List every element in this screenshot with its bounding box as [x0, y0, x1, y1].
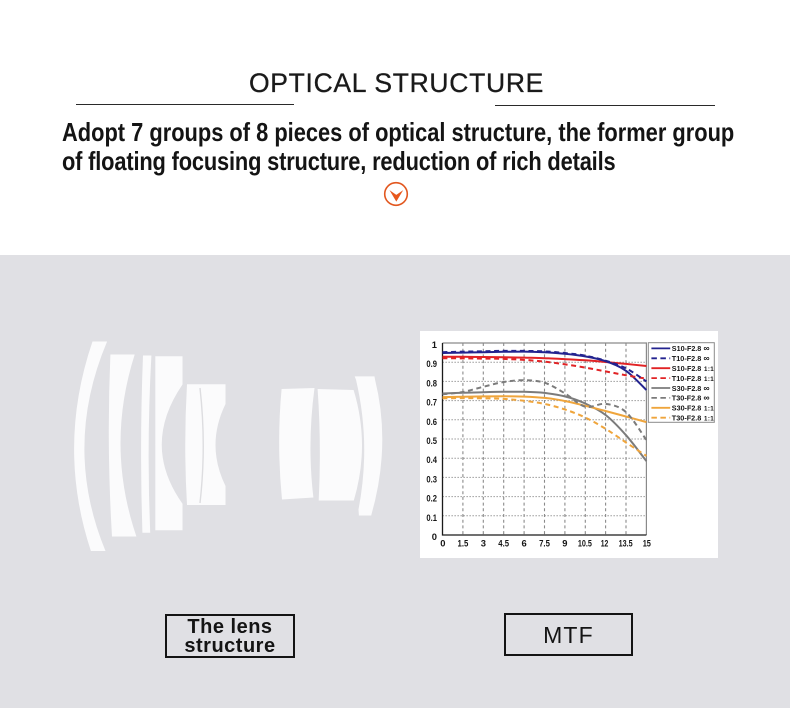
- svg-text:0.7: 0.7: [426, 397, 437, 408]
- svg-text:S30-F2.8: S30-F2.8: [672, 404, 702, 413]
- svg-text:T10-F2.8: T10-F2.8: [672, 354, 702, 363]
- svg-text:S10-F2.8: S10-F2.8: [672, 364, 702, 373]
- svg-text:0.8: 0.8: [426, 377, 437, 388]
- svg-text:S30-F2.8: S30-F2.8: [672, 384, 702, 393]
- svg-text:7.5: 7.5: [539, 538, 550, 549]
- svg-text:1:1: 1:1: [704, 366, 714, 373]
- svg-text:6: 6: [521, 538, 526, 549]
- svg-text:T30-F2.8: T30-F2.8: [672, 414, 702, 423]
- svg-text:0.9: 0.9: [426, 358, 437, 369]
- svg-text:0.1: 0.1: [426, 512, 437, 523]
- svg-text:∞: ∞: [704, 383, 710, 393]
- svg-text:S10-F2.8: S10-F2.8: [672, 344, 702, 353]
- svg-text:0.5: 0.5: [426, 435, 437, 446]
- svg-text:9: 9: [562, 538, 567, 549]
- svg-text:12: 12: [601, 538, 609, 549]
- svg-text:1:1: 1:1: [704, 406, 714, 413]
- svg-text:10.5: 10.5: [578, 538, 592, 549]
- svg-text:0: 0: [440, 538, 445, 549]
- svg-text:1.5: 1.5: [458, 538, 469, 549]
- svg-text:T30-F2.8: T30-F2.8: [672, 394, 702, 403]
- svg-text:4.5: 4.5: [498, 538, 509, 549]
- svg-text:0.3: 0.3: [426, 473, 437, 484]
- svg-text:∞: ∞: [704, 353, 710, 363]
- svg-text:0.2: 0.2: [426, 493, 437, 504]
- svg-text:3: 3: [481, 538, 486, 549]
- svg-text:∞: ∞: [704, 393, 710, 403]
- svg-text:1:1: 1:1: [704, 376, 714, 383]
- svg-text:15: 15: [643, 538, 651, 549]
- svg-text:13.5: 13.5: [619, 538, 633, 549]
- svg-text:0.4: 0.4: [426, 454, 437, 465]
- svg-text:∞: ∞: [704, 343, 710, 353]
- svg-text:0.6: 0.6: [426, 416, 437, 427]
- svg-text:1:1: 1:1: [704, 416, 714, 423]
- svg-text:T10-F2.8: T10-F2.8: [672, 374, 702, 383]
- svg-text:0: 0: [432, 531, 437, 542]
- svg-text:1: 1: [432, 339, 437, 350]
